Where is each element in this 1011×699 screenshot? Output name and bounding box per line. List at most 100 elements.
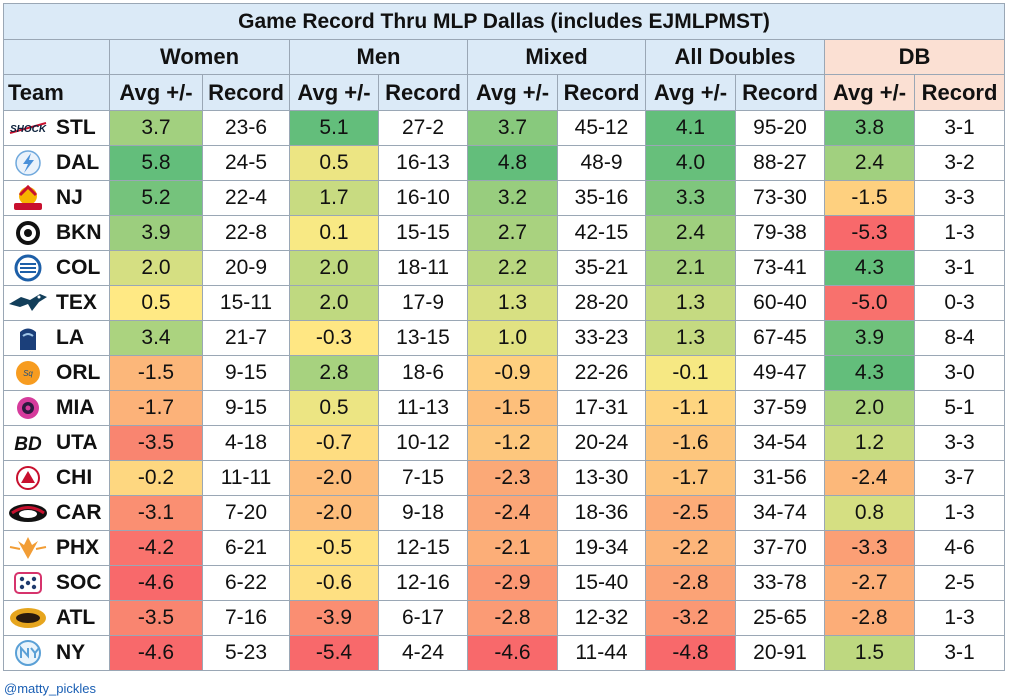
team-abbr: NY xyxy=(56,641,86,664)
table-row: SOC -4.6 6-22 -0.6 12-16 -2.9 15-40 -2.8 33-78 -2… xyxy=(3,565,1005,601)
db-avg-cell: 1.2 xyxy=(824,425,915,461)
orlando-squeeze-logo: Sq xyxy=(6,358,50,388)
db-record-cell: 3-3 xyxy=(914,425,1005,461)
table-row: BKN 3.9 22-8 0.1 15-15 2.7 42-15 2.4 79-38 -5.3 1-… xyxy=(3,215,1005,251)
mixed-record-cell: 48-9 xyxy=(557,145,646,181)
team-cell: BKN xyxy=(3,215,110,251)
db-avg-cell: -2.7 xyxy=(824,565,915,601)
db-record-cell: 1-3 xyxy=(914,600,1005,636)
team-cell: NJ xyxy=(3,180,110,216)
db-avg-header: Avg +/- xyxy=(824,74,915,111)
doubles-avg-cell: 4.1 xyxy=(645,110,736,146)
doubles-avg-cell: -4.8 xyxy=(645,635,736,671)
men-avg-header: Avg +/- xyxy=(289,74,379,111)
mixed-avg-cell: -1.2 xyxy=(467,425,558,461)
doubles-record-cell: 25-65 xyxy=(735,600,825,636)
doubles-avg-header: Avg +/- xyxy=(645,74,736,111)
db-record-header: Record xyxy=(914,74,1005,111)
table-row: DAL 5.8 24-5 0.5 16-13 4.8 48-9 4.0 88-27 2.4 3-2 xyxy=(3,145,1005,181)
women-avg-cell: 5.8 xyxy=(109,145,203,181)
phoenix-logo xyxy=(6,533,50,563)
db-avg-cell: 2.0 xyxy=(824,390,915,426)
db-record-cell: 3-2 xyxy=(914,145,1005,181)
women-avg-cell: -3.1 xyxy=(109,495,203,531)
team-cell: PHX xyxy=(3,530,110,566)
team-header-spacer xyxy=(3,39,110,75)
team-abbr: UTA xyxy=(56,431,98,454)
men-record-cell: 10-12 xyxy=(378,425,468,461)
mixed-avg-cell: 2.2 xyxy=(467,250,558,286)
doubles-avg-cell: -1.6 xyxy=(645,425,736,461)
men-record-header: Record xyxy=(378,74,468,111)
team-abbr: COL xyxy=(56,256,101,279)
men-avg-cell: 2.8 xyxy=(289,355,379,391)
table-row: MIA -1.7 9-15 0.5 11-13 -1.5 17-31 -1.1 37-59 2.0… xyxy=(3,390,1005,426)
mixed-avg-cell: 1.0 xyxy=(467,320,558,356)
team-abbr: DAL xyxy=(56,151,100,174)
men-record-cell: 18-11 xyxy=(378,250,468,286)
men-record-cell: 7-15 xyxy=(378,460,468,496)
table-row: NJ 5.2 22-4 1.7 16-10 3.2 35-16 3.3 73-30 -1.5 3-3 xyxy=(3,180,1005,216)
doubles-record-cell: 60-40 xyxy=(735,285,825,321)
men-avg-cell: 2.0 xyxy=(289,285,379,321)
db-avg-cell: 0.8 xyxy=(824,495,915,531)
women-record-cell: 6-21 xyxy=(202,530,290,566)
mixed-record-cell: 35-16 xyxy=(557,180,646,216)
men-record-cell: 27-2 xyxy=(378,110,468,146)
team-abbr: ORL xyxy=(56,361,101,384)
mixed-record-cell: 17-31 xyxy=(557,390,646,426)
db-record-cell: 3-0 xyxy=(914,355,1005,391)
men-avg-cell: -3.9 xyxy=(289,600,379,636)
doubles-record-cell: 73-41 xyxy=(735,250,825,286)
utah-black-diamonds-logo: BD xyxy=(6,428,50,458)
db-record-cell: 3-3 xyxy=(914,180,1005,216)
table-title: Game Record Thru MLP Dallas (includes EJ… xyxy=(3,3,1005,40)
mixed-avg-cell: 3.2 xyxy=(467,180,558,216)
mixed-avg-cell: -1.5 xyxy=(467,390,558,426)
women-record-cell: 22-8 xyxy=(202,215,290,251)
team-column-header: Team xyxy=(3,74,110,111)
table-row: PHX -4.2 6-21 -0.5 12-15 -2.1 19-34 -2.2 37-70 -3… xyxy=(3,530,1005,566)
carolina-logo xyxy=(6,498,50,528)
db-record-cell: 1-3 xyxy=(914,495,1005,531)
women-record-cell: 5-23 xyxy=(202,635,290,671)
women-record-cell: 22-4 xyxy=(202,180,290,216)
doubles-record-cell: 33-78 xyxy=(735,565,825,601)
mixed-record-cell: 33-23 xyxy=(557,320,646,356)
men-record-cell: 17-9 xyxy=(378,285,468,321)
men-avg-cell: 0.5 xyxy=(289,390,379,426)
table-row: ATL -3.5 7-16 -3.9 6-17 -2.8 12-32 -3.2 25-65 -2.… xyxy=(3,600,1005,636)
women-avg-cell: -3.5 xyxy=(109,600,203,636)
db-record-cell: 3-1 xyxy=(914,635,1005,671)
table-row: COL 2.0 20-9 2.0 18-11 2.2 35-21 2.1 73-41 4.3 3-1 xyxy=(3,250,1005,286)
mixed-record-cell: 13-30 xyxy=(557,460,646,496)
men-record-cell: 12-16 xyxy=(378,565,468,601)
doubles-avg-cell: 4.0 xyxy=(645,145,736,181)
team-abbr: CAR xyxy=(56,501,102,524)
doubles-record-cell: 34-74 xyxy=(735,495,825,531)
men-avg-cell: -0.7 xyxy=(289,425,379,461)
mixed-avg-cell: -4.6 xyxy=(467,635,558,671)
mixed-avg-cell: -2.3 xyxy=(467,460,558,496)
men-record-cell: 18-6 xyxy=(378,355,468,391)
team-cell: NY xyxy=(3,635,110,671)
men-record-cell: 9-18 xyxy=(378,495,468,531)
db-record-cell: 0-3 xyxy=(914,285,1005,321)
men-avg-cell: 5.1 xyxy=(289,110,379,146)
doubles-avg-cell: -2.5 xyxy=(645,495,736,531)
men-record-cell: 6-17 xyxy=(378,600,468,636)
dallas-flash-logo xyxy=(6,148,50,178)
group-header-all-doubles: All Doubles xyxy=(645,39,825,75)
women-avg-cell: 3.9 xyxy=(109,215,203,251)
mixed-record-cell: 22-26 xyxy=(557,355,646,391)
doubles-record-cell: 31-56 xyxy=(735,460,825,496)
women-avg-cell: -1.7 xyxy=(109,390,203,426)
mixed-record-cell: 35-21 xyxy=(557,250,646,286)
women-record-header: Record xyxy=(202,74,290,111)
mixed-avg-cell: 1.3 xyxy=(467,285,558,321)
doubles-record-header: Record xyxy=(735,74,825,111)
team-abbr: LA xyxy=(56,326,84,349)
db-avg-cell: -5.3 xyxy=(824,215,915,251)
table-row: TEX 0.5 15-11 2.0 17-9 1.3 28-20 1.3 60-40 -5.0 0-… xyxy=(3,285,1005,321)
svg-text:BD: BD xyxy=(14,434,42,455)
